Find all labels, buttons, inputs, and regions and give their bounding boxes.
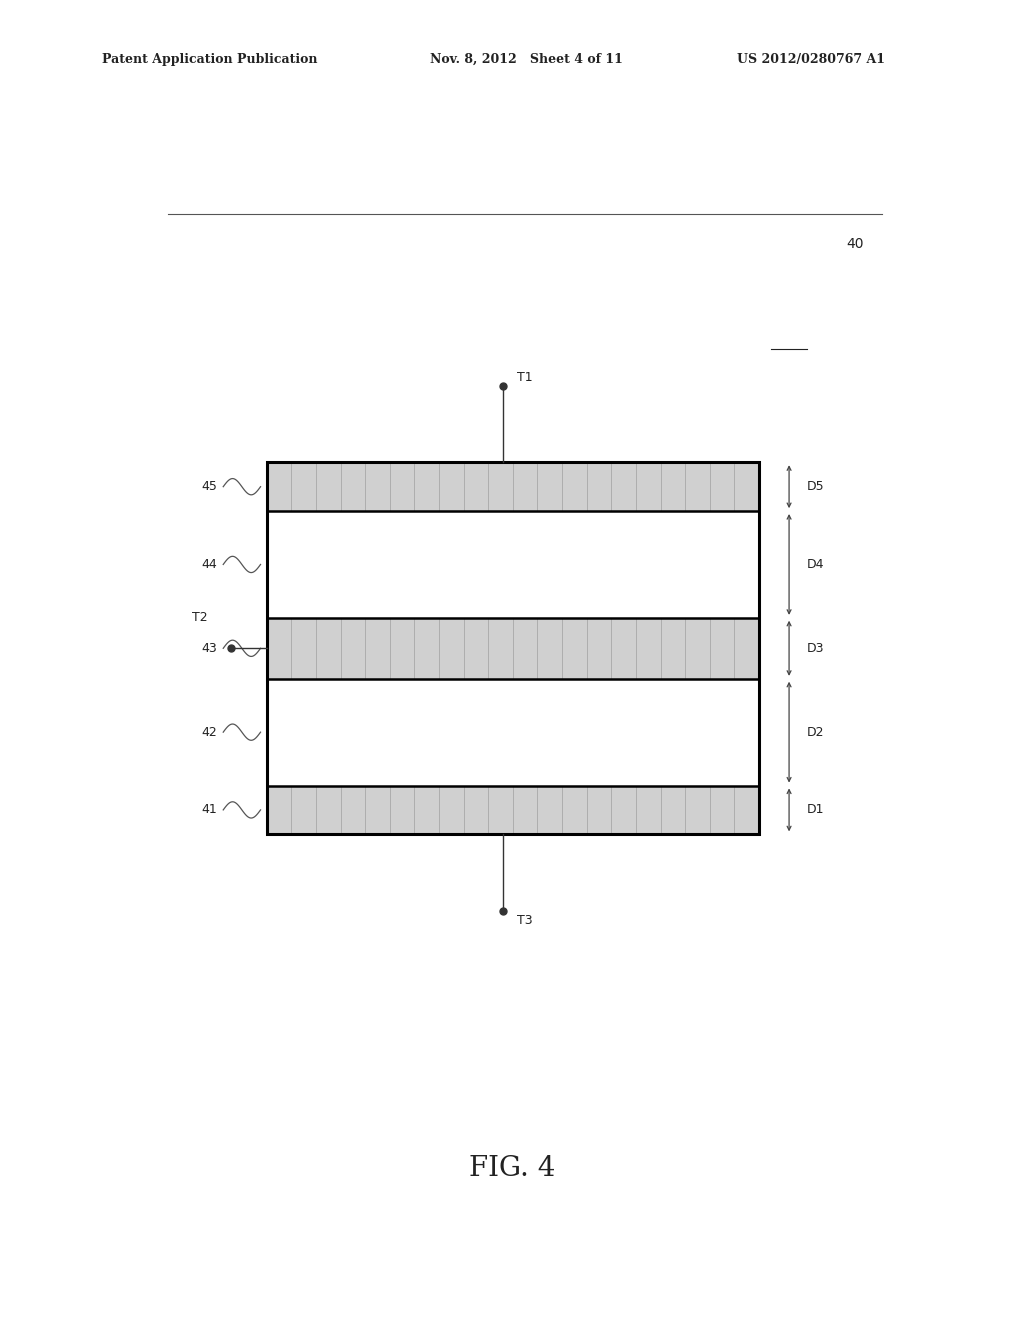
Text: Nov. 8, 2012   Sheet 4 of 11: Nov. 8, 2012 Sheet 4 of 11 [430,53,623,66]
Bar [267,462,759,511]
Text: 41: 41 [201,804,217,816]
Text: 40: 40 [846,238,864,251]
Text: Patent Application Publication: Patent Application Publication [102,53,317,66]
Text: T3: T3 [517,915,532,927]
Bar [267,678,759,785]
Text: T1: T1 [517,371,532,384]
Text: D3: D3 [807,642,824,655]
Text: D1: D1 [807,804,824,816]
Text: 43: 43 [201,642,217,655]
Text: US 2012/0280767 A1: US 2012/0280767 A1 [737,53,886,66]
Text: 45: 45 [201,480,217,494]
Text: D2: D2 [807,726,824,739]
Bar [267,511,759,618]
Text: 42: 42 [201,726,217,739]
Bar [267,462,759,834]
Text: T2: T2 [191,611,207,624]
Text: FIG. 4: FIG. 4 [469,1155,555,1181]
Bar [267,785,759,834]
Text: D4: D4 [807,558,824,572]
Text: D5: D5 [807,480,824,494]
Text: 44: 44 [201,558,217,572]
Bar [267,618,759,678]
